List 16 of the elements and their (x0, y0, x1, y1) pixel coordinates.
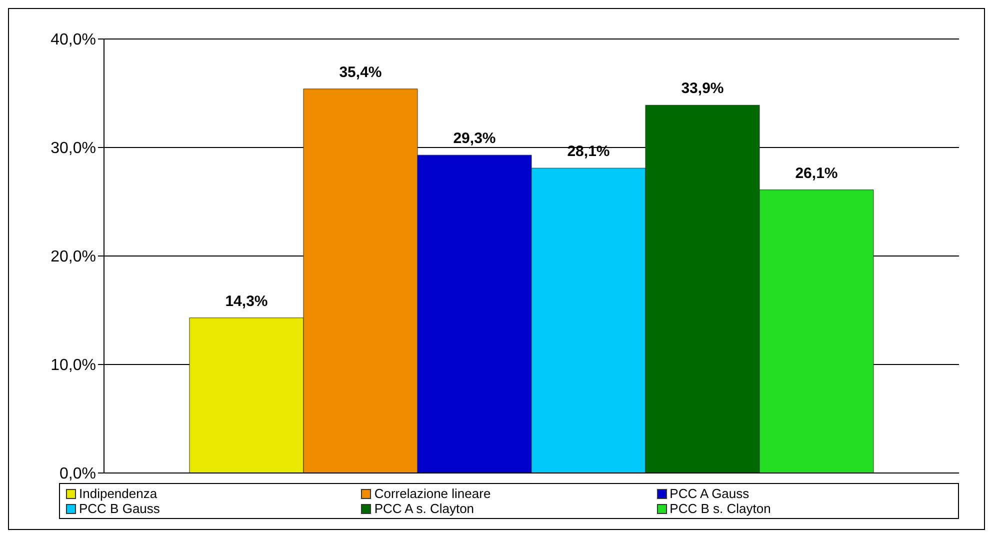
y-tick-label: 40,0% (50, 32, 96, 49)
y-tick-label: 30,0% (50, 140, 96, 158)
data-label: 26,1% (795, 164, 838, 182)
y-tick-label: 20,0% (50, 248, 96, 266)
data-label: 29,3% (453, 130, 496, 148)
legend-label: PCC A Gauss (670, 486, 750, 501)
data-label: 35,4% (339, 64, 382, 81)
legend-label: PCC B s. Clayton (670, 501, 771, 516)
y-tick-label: 10,0% (50, 357, 96, 374)
legend-label: Correlazione lineare (374, 486, 491, 501)
data-label: 33,9% (681, 80, 724, 98)
legend-label: PCC A s. Clayton (374, 501, 474, 516)
data-label: 14,3% (225, 292, 268, 310)
y-tick-label: 0,0% (60, 466, 96, 483)
legend-label: Indipendenza (79, 486, 158, 501)
legend-label: PCC B Gauss (79, 501, 160, 516)
